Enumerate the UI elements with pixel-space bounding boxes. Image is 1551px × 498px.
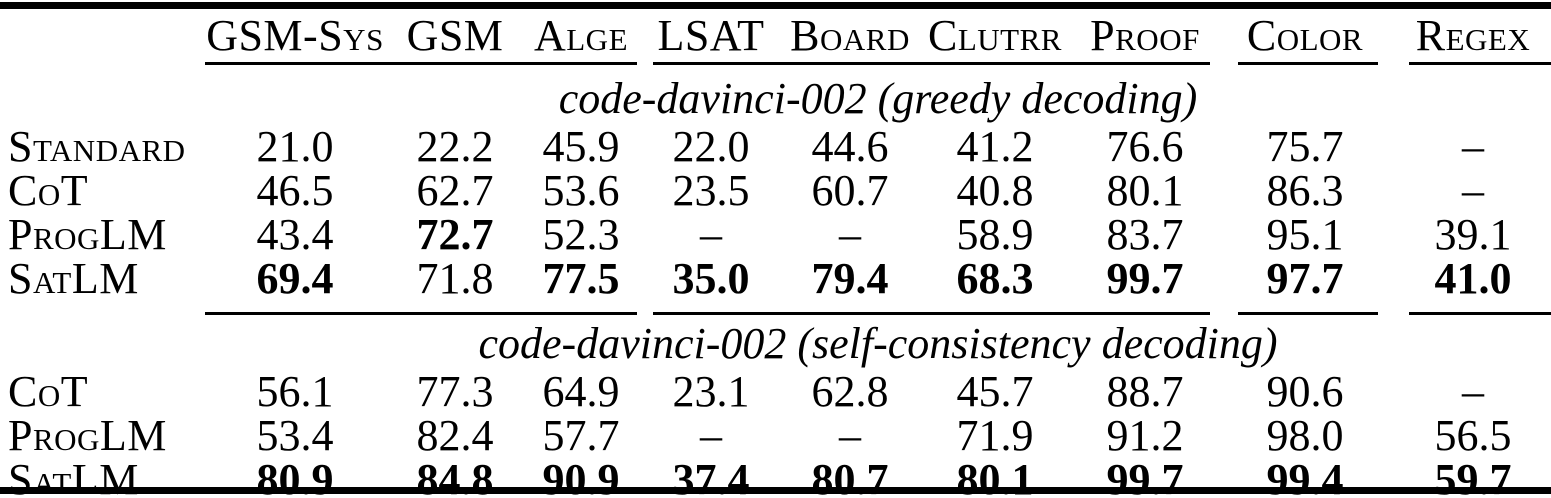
score-cell: –	[839, 210, 861, 259]
column-group-rule-4	[1395, 301, 1551, 317]
section-divider-rules	[0, 301, 1551, 317]
results-table: GSM-Sys GSM Alge LSAT Board Clutrr Proof…	[0, 9, 1551, 498]
score-cell: 69.4	[256, 254, 334, 303]
score-cell: 91.2	[1106, 411, 1184, 460]
score-cell: 22.2	[416, 122, 494, 171]
column-group-rule-2	[637, 301, 1215, 317]
table-row: ProgLM 43.4 72.7 52.3 – – 58.9 83.7 95.1…	[0, 213, 1551, 257]
score-cell: 64.9	[542, 367, 620, 416]
score-cell: 52.3	[542, 210, 620, 259]
score-cell: 83.7	[1106, 210, 1184, 259]
score-cell: 95.1	[1266, 210, 1344, 259]
score-cell: 44.6	[811, 122, 889, 171]
score-cell: 71.9	[956, 411, 1034, 460]
score-cell: 56.1	[256, 367, 334, 416]
table-top-rule	[0, 2, 1551, 9]
table-row: CoT 46.5 62.7 53.6 23.5 60.7 40.8 80.1 8…	[0, 169, 1551, 213]
score-cell: 40.8	[956, 166, 1034, 215]
score-cell: 82.4	[416, 411, 494, 460]
score-cell: 45.7	[956, 367, 1034, 416]
score-cell: 60.7	[811, 166, 889, 215]
score-cell: 22.0	[672, 122, 750, 171]
score-cell: 76.6	[1106, 122, 1184, 171]
header-cell-gsm: GSM	[406, 11, 504, 60]
table-row: Standard 21.0 22.2 45.9 22.0 44.6 41.2 7…	[0, 125, 1551, 169]
score-cell: 53.4	[256, 411, 334, 460]
score-cell: 57.7	[542, 411, 620, 460]
section-title-row-greedy: code-davinci-002 (greedy decoding)	[0, 72, 1551, 125]
score-cell: –	[1462, 367, 1484, 416]
score-cell: –	[700, 411, 722, 460]
header-cell-color: Color	[1246, 11, 1364, 60]
column-group-rule-3	[1215, 301, 1395, 317]
score-cell: –	[1462, 166, 1484, 215]
score-cell: 46.5	[256, 166, 334, 215]
score-cell: 45.9	[542, 122, 620, 171]
spacer-cell	[0, 301, 205, 317]
score-cell: 86.3	[1266, 166, 1344, 215]
column-group-rule-1	[205, 62, 637, 72]
score-cell: 90.6	[1266, 367, 1344, 416]
method-cell: ProgLM	[8, 210, 167, 259]
score-cell: 21.0	[256, 122, 334, 171]
section-title-row-self-consistency: code-davinci-002 (self-consistency decod…	[0, 317, 1551, 370]
spacer-cell	[0, 72, 205, 125]
header-cell-alge: Alge	[533, 11, 629, 60]
table-row: SatLM 69.4 71.8 77.5 35.0 79.4 68.3 99.7…	[0, 257, 1551, 301]
header-cell-method	[0, 9, 205, 62]
score-cell: 56.5	[1434, 411, 1512, 460]
score-cell: 98.0	[1266, 411, 1344, 460]
score-cell: 71.8	[416, 254, 494, 303]
header-cell-board: Board	[790, 11, 910, 60]
score-cell: 79.4	[811, 254, 889, 303]
score-cell: 35.0	[672, 254, 750, 303]
score-cell: 75.7	[1266, 122, 1344, 171]
column-group-rule-2	[637, 62, 1215, 72]
score-cell: 68.3	[956, 254, 1034, 303]
method-cell: CoT	[8, 166, 89, 215]
method-cell: Standard	[8, 122, 186, 171]
spacer-cell	[0, 317, 205, 370]
score-cell: –	[700, 210, 722, 259]
table-row: ProgLM 53.4 82.4 57.7 – – 71.9 91.2 98.0…	[0, 414, 1551, 458]
score-cell: 23.1	[672, 367, 750, 416]
spacer-cell	[0, 62, 205, 72]
table-row: CoT 56.1 77.3 64.9 23.1 62.8 45.7 88.7 9…	[0, 370, 1551, 414]
score-cell: 39.1	[1434, 210, 1512, 259]
score-cell: –	[1462, 122, 1484, 171]
score-cell: 97.7	[1266, 254, 1344, 303]
score-cell: –	[839, 411, 861, 460]
method-cell: ProgLM	[8, 411, 167, 460]
score-cell: 23.5	[672, 166, 750, 215]
score-cell: 53.6	[542, 166, 620, 215]
section-title-self-consistency: code-davinci-002 (self-consistency decod…	[478, 318, 1278, 368]
table-bottom-rule	[0, 487, 1551, 494]
score-cell: 43.4	[256, 210, 334, 259]
section-title-greedy: code-davinci-002 (greedy decoding)	[558, 73, 1198, 123]
header-cell-regex: Regex	[1415, 11, 1531, 60]
header-cell-lsat: LSAT	[657, 11, 765, 60]
score-cell: 41.0	[1434, 254, 1512, 303]
header-cell-proof: Proof	[1090, 11, 1200, 60]
header-row: GSM-Sys GSM Alge LSAT Board Clutrr Proof…	[0, 9, 1551, 62]
score-cell: 77.3	[416, 367, 494, 416]
column-group-rule-4	[1395, 62, 1551, 72]
header-cell-gsm-sys: GSM-Sys	[206, 11, 384, 60]
header-cell-clutrr: Clutrr	[928, 11, 1062, 60]
score-cell: 77.5	[542, 254, 620, 303]
score-cell: 62.8	[811, 367, 889, 416]
score-cell: 41.2	[956, 122, 1034, 171]
header-group-rules	[0, 62, 1551, 72]
column-group-rule-3	[1215, 62, 1395, 72]
score-cell: 58.9	[956, 210, 1034, 259]
method-cell: SatLM	[8, 254, 139, 303]
score-cell: 72.7	[416, 210, 494, 259]
score-cell: 99.7	[1106, 254, 1184, 303]
score-cell: 62.7	[416, 166, 494, 215]
score-cell: 80.1	[1106, 166, 1184, 215]
column-group-rule-1	[205, 301, 637, 317]
method-cell: CoT	[8, 367, 89, 416]
score-cell: 88.7	[1106, 367, 1184, 416]
